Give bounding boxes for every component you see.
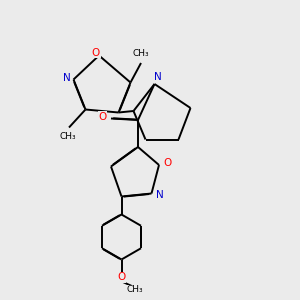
Text: N: N [63,73,71,83]
Text: O: O [92,47,100,58]
Text: O: O [117,272,126,283]
Text: O: O [98,112,107,122]
Text: CH₃: CH₃ [133,50,149,58]
Text: N: N [156,190,164,200]
Text: N: N [154,72,161,82]
Text: O: O [163,158,172,168]
Text: CH₃: CH₃ [59,132,76,141]
Text: CH₃: CH₃ [126,285,143,294]
